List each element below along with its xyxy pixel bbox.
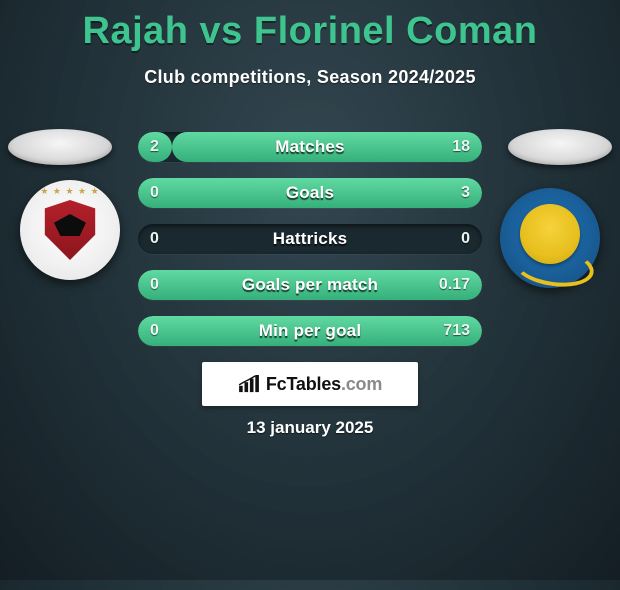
player-photo-placeholder-left [8,129,112,165]
club-badge-right [500,188,600,288]
stat-label: Goals per match [138,270,482,300]
stats-bars: 218Matches 03Goals 00Hattricks 00.17Goals p… [138,132,482,362]
stat-row: 00.17Goals per match [138,270,482,300]
stat-row: 0713Min per goal [138,316,482,346]
brand-box[interactable]: FcTables.com [202,362,418,406]
stat-label: Goals [138,178,482,208]
brand-text: FcTables.com [266,374,382,395]
badge-stars: ★ ★ ★ ★ ★ [20,186,120,197]
stat-label: Matches [138,132,482,162]
stat-row: 03Goals [138,178,482,208]
date-label: 13 january 2025 [0,418,620,438]
stat-label: Hattricks [138,224,482,254]
page-title: Rajah vs Florinel Coman [0,10,620,53]
club-badge-left: ★ ★ ★ ★ ★ [20,180,120,280]
brand-suffix: .com [341,374,382,394]
bar-chart-icon [238,375,260,393]
brand-name: FcTables [266,374,341,394]
stat-row: 218Matches [138,132,482,162]
stat-row: 00Hattricks [138,224,482,254]
stat-label: Min per goal [138,316,482,346]
player-photo-placeholder-right [508,129,612,165]
subtitle: Club competitions, Season 2024/2025 [0,67,620,88]
